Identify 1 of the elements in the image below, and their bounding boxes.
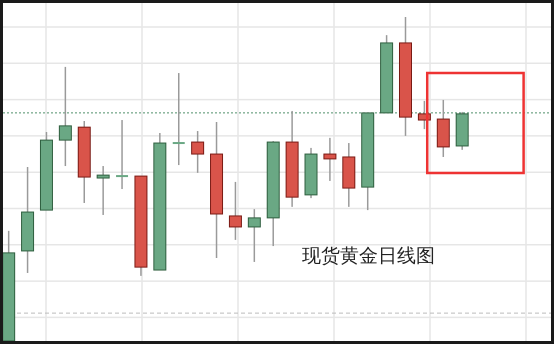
annotation: 现货黄金日线图 bbox=[302, 245, 435, 267]
